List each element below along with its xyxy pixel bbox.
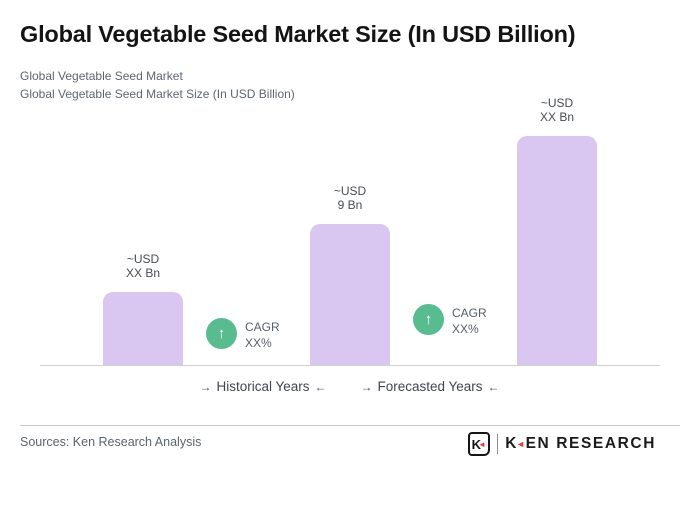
- ken-research-logo: K ◄ K ◄ EN RESEARCH: [467, 431, 656, 457]
- chart-subtitle: Global Vegetable Seed Market Global Vege…: [20, 67, 295, 103]
- cagr-badge-2: ↑: [413, 304, 444, 335]
- bar-historical: [103, 292, 183, 365]
- up-arrow-icon: ↑: [424, 311, 433, 328]
- red-triangle-icon: ◄: [478, 439, 486, 449]
- sources-text: Sources: Ken Research Analysis: [20, 435, 202, 449]
- left-arrow-icon: ←: [314, 380, 327, 394]
- right-arrow-icon: →: [360, 380, 373, 394]
- range-label-historical: → Historical Years ←: [173, 379, 353, 394]
- range-label-forecasted: → Forecasted Years ←: [340, 379, 520, 394]
- page-title: Global Vegetable Seed Market Size (In US…: [20, 21, 576, 47]
- up-arrow-icon: ↑: [217, 325, 226, 342]
- right-arrow-icon: →: [199, 380, 212, 394]
- subtitle-line-2: Global Vegetable Seed Market Size (In US…: [20, 87, 295, 101]
- bar-value-label: ~USD XX Bn: [125, 252, 161, 280]
- cagr-label-2: CAGR XX%: [452, 306, 487, 336]
- cagr-badge-1: ↑: [206, 318, 237, 349]
- bar-base-year: [310, 224, 390, 365]
- logo-wordmark: K ◄ EN RESEARCH: [505, 435, 656, 452]
- red-triangle-icon: ◄: [516, 439, 527, 449]
- subtitle-line-1: Global Vegetable Seed Market: [20, 69, 183, 83]
- footer-divider: [20, 425, 680, 426]
- bar-value-label: ~USD XX Bn: [539, 96, 575, 124]
- bar-value-label: ~USD 9 Bn: [333, 184, 367, 212]
- logo-badge-icon: K ◄: [467, 432, 490, 456]
- cagr-label-1: CAGR XX%: [245, 320, 280, 350]
- logo-separator: [496, 434, 499, 454]
- bar-forecast: [517, 136, 597, 365]
- left-arrow-icon: ←: [487, 380, 500, 394]
- axis-baseline: [40, 365, 660, 366]
